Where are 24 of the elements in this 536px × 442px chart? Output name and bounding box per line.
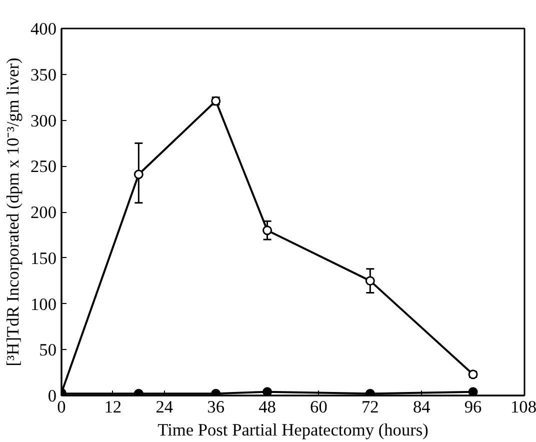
- y-tick-label: 150: [30, 248, 57, 268]
- point: [262, 387, 272, 396]
- y-tick-label: 250: [30, 157, 57, 176]
- x-tick-label: 84: [412, 398, 431, 416]
- y-axis-title: [³H]TdR Incorporated (dpm x 10⁻³/gm liver): [4, 58, 23, 366]
- point: [365, 276, 375, 286]
- x-tick-label: 12: [104, 398, 122, 416]
- y-tick-label: 200: [30, 203, 57, 222]
- y-tick-label: 400: [30, 20, 57, 38]
- x-tick-label: 96: [464, 398, 482, 416]
- x-axis-title: Time Post Partial Hepatectomy (hours): [158, 420, 429, 440]
- y-tick-label: 50: [39, 340, 56, 360]
- point: [134, 170, 144, 180]
- x-tick-label: 72: [362, 398, 379, 416]
- point: [468, 387, 478, 396]
- x-tick-label: 108: [510, 398, 536, 416]
- x-tick-label: 48: [258, 398, 276, 416]
- x-tick-label: 36: [207, 398, 225, 416]
- point: [262, 226, 272, 236]
- x-tick-label: 60: [310, 398, 328, 416]
- y-tick-label: 300: [30, 111, 57, 130]
- y-tick-label: 350: [30, 65, 57, 84]
- y-tick-label: 100: [30, 294, 57, 314]
- x-tick-label: 24: [156, 398, 174, 416]
